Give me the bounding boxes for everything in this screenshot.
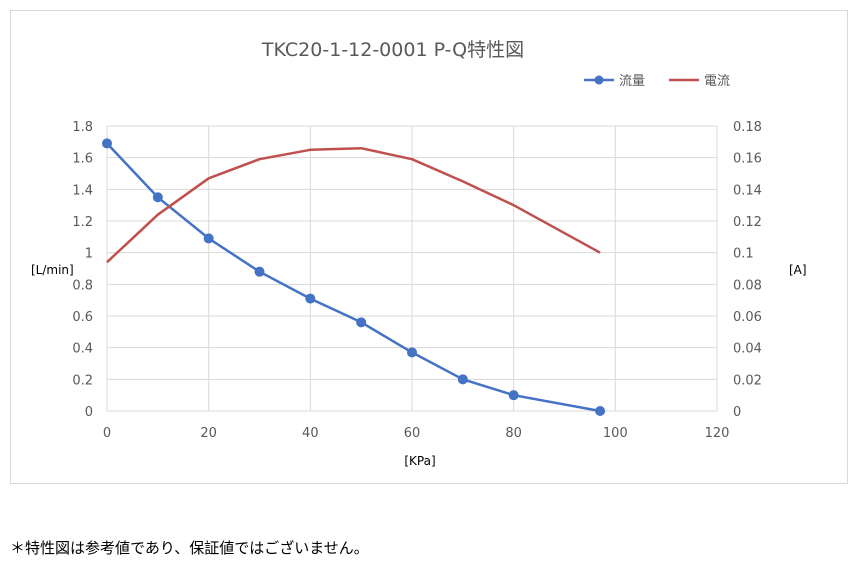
series-layer — [102, 138, 606, 416]
y-axis-label-right: [A] — [789, 263, 807, 277]
pq-chart: TKC20-1-12-0001 P-Q特性図 0 0.2 0.4 0.6 0.8 1 1.2… — [31, 39, 807, 468]
series-line-1 — [106, 146, 601, 264]
grid-lines — [106, 125, 718, 412]
series-point-0 — [152, 192, 163, 203]
y-tick-label-right: 0.14 — [733, 183, 762, 198]
series-point-0 — [203, 233, 214, 244]
x-tick-label: 80 — [505, 426, 522, 441]
y-tick-label-left: 1.4 — [72, 183, 93, 198]
y-tick-label-right: 0.16 — [733, 152, 762, 167]
y-tick-label-right: 0.12 — [733, 215, 762, 230]
y-tick-label-right: 0 — [733, 405, 741, 420]
series-point-0 — [595, 406, 606, 416]
y-tick-label-left: 1.6 — [72, 152, 93, 167]
series-point-0 — [356, 317, 367, 328]
legend-flow-marker — [594, 75, 604, 85]
legend-flow-label: 流量 — [619, 74, 645, 89]
y-tick-label-right: 0.1 — [733, 247, 754, 262]
x-tick-label: 100 — [603, 426, 628, 441]
tick-labels: 0 0.2 0.4 0.6 0.8 1 1.2 1.4 1.6 1.8 0 0.02 0.04 0.06 0… — [72, 120, 762, 441]
chart-frame: TKC20-1-12-0001 P-Q特性図 0 0.2 0.4 0.6 0.8 1 1.2… — [10, 10, 848, 484]
x-tick-label: 20 — [200, 426, 217, 441]
x-axis-label: [KPa] — [404, 454, 435, 468]
y-tick-label-left: 0.8 — [72, 278, 93, 293]
y-tick-label-left: 0.4 — [72, 342, 93, 357]
series-point-0 — [508, 390, 519, 401]
y-tick-label-left: 1 — [85, 247, 93, 262]
series-point-0 — [305, 293, 316, 304]
y-tick-label-left: 0.2 — [72, 373, 93, 388]
y-tick-label-right: 0.18 — [733, 120, 762, 135]
chart-title: TKC20-1-12-0001 P-Q特性図 — [261, 39, 524, 61]
series-point-0 — [102, 138, 112, 149]
y-tick-label-left: 1.2 — [72, 215, 93, 230]
y-tick-label-left: 0 — [85, 405, 93, 420]
y-tick-label-left: 1.8 — [72, 120, 93, 135]
y-tick-label-left: 0.6 — [72, 310, 93, 325]
series-line-0 — [106, 142, 601, 413]
y-tick-label-right: 0.08 — [733, 278, 762, 293]
series-point-0 — [254, 266, 265, 277]
y-axis-label-left: [L/min] — [31, 263, 74, 277]
x-tick-label: 120 — [705, 426, 730, 441]
legend-current-label: 電流 — [704, 74, 730, 89]
x-tick-label: 40 — [302, 426, 319, 441]
y-tick-label-right: 0.04 — [733, 342, 762, 357]
series-point-0 — [407, 347, 417, 358]
y-tick-label-right: 0.02 — [733, 373, 762, 388]
series-point-0 — [457, 374, 468, 385]
y-tick-label-right: 0.06 — [733, 310, 762, 325]
legend: 流量 電流 — [584, 74, 730, 89]
x-tick-label: 60 — [404, 426, 421, 441]
x-tick-label: 0 — [103, 426, 111, 441]
footnote: ＊特性図は参考値であり、保証値ではございません。 — [10, 539, 369, 557]
